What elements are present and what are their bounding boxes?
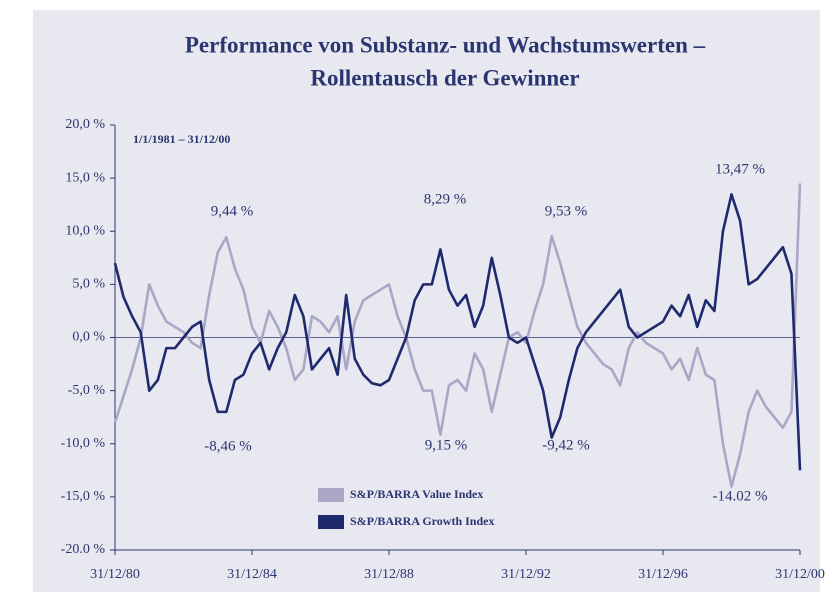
x-tick-label: 31/12/80	[90, 567, 140, 582]
annotation: 9,15 %	[425, 437, 468, 453]
chart-title: Performance von Substanz- und Wachstumsw…	[185, 32, 706, 57]
series-line	[113, 193, 802, 471]
y-tick-label: -5,0 %	[68, 383, 106, 398]
x-tick-label: 31/12/88	[364, 567, 414, 582]
x-tick-label: 31/12/00	[775, 567, 825, 582]
chart-title: Rollentausch der Gewinner	[310, 65, 579, 90]
annotation: -14.02 %	[713, 488, 768, 504]
legend-swatch	[318, 488, 344, 502]
series-line	[113, 183, 802, 488]
annotation: -9,42 %	[542, 437, 590, 453]
annotation: 9,44 %	[211, 203, 254, 219]
x-tick-label: 31/12/84	[227, 567, 277, 582]
y-tick-label: 20,0 %	[65, 117, 105, 132]
y-tick-label: 0,0 %	[72, 330, 105, 345]
y-tick-label: -15,0 %	[61, 489, 106, 504]
y-tick-label: -20.0 %	[61, 542, 106, 557]
legend-label: S&P/BARRA Value Index	[350, 487, 483, 501]
panel	[33, 10, 820, 592]
legend-label: S&P/BARRA Growth Index	[350, 514, 494, 528]
annotation: 8,29 %	[424, 191, 467, 207]
annotation: 9,53 %	[545, 203, 588, 219]
y-tick-label: 15,0 %	[65, 170, 105, 185]
x-tick-label: 31/12/92	[501, 567, 551, 582]
annotation: 1/1/1981 – 31/12/00	[133, 132, 230, 146]
annotation: -8,46 %	[204, 438, 252, 454]
y-tick-label: -10,0 %	[61, 436, 106, 451]
annotation: 13,47 %	[715, 161, 765, 177]
x-tick-label: 31/12/96	[638, 567, 688, 582]
y-tick-label: 5,0 %	[72, 277, 105, 292]
legend-swatch	[318, 515, 344, 529]
y-tick-label: 10,0 %	[65, 223, 105, 238]
